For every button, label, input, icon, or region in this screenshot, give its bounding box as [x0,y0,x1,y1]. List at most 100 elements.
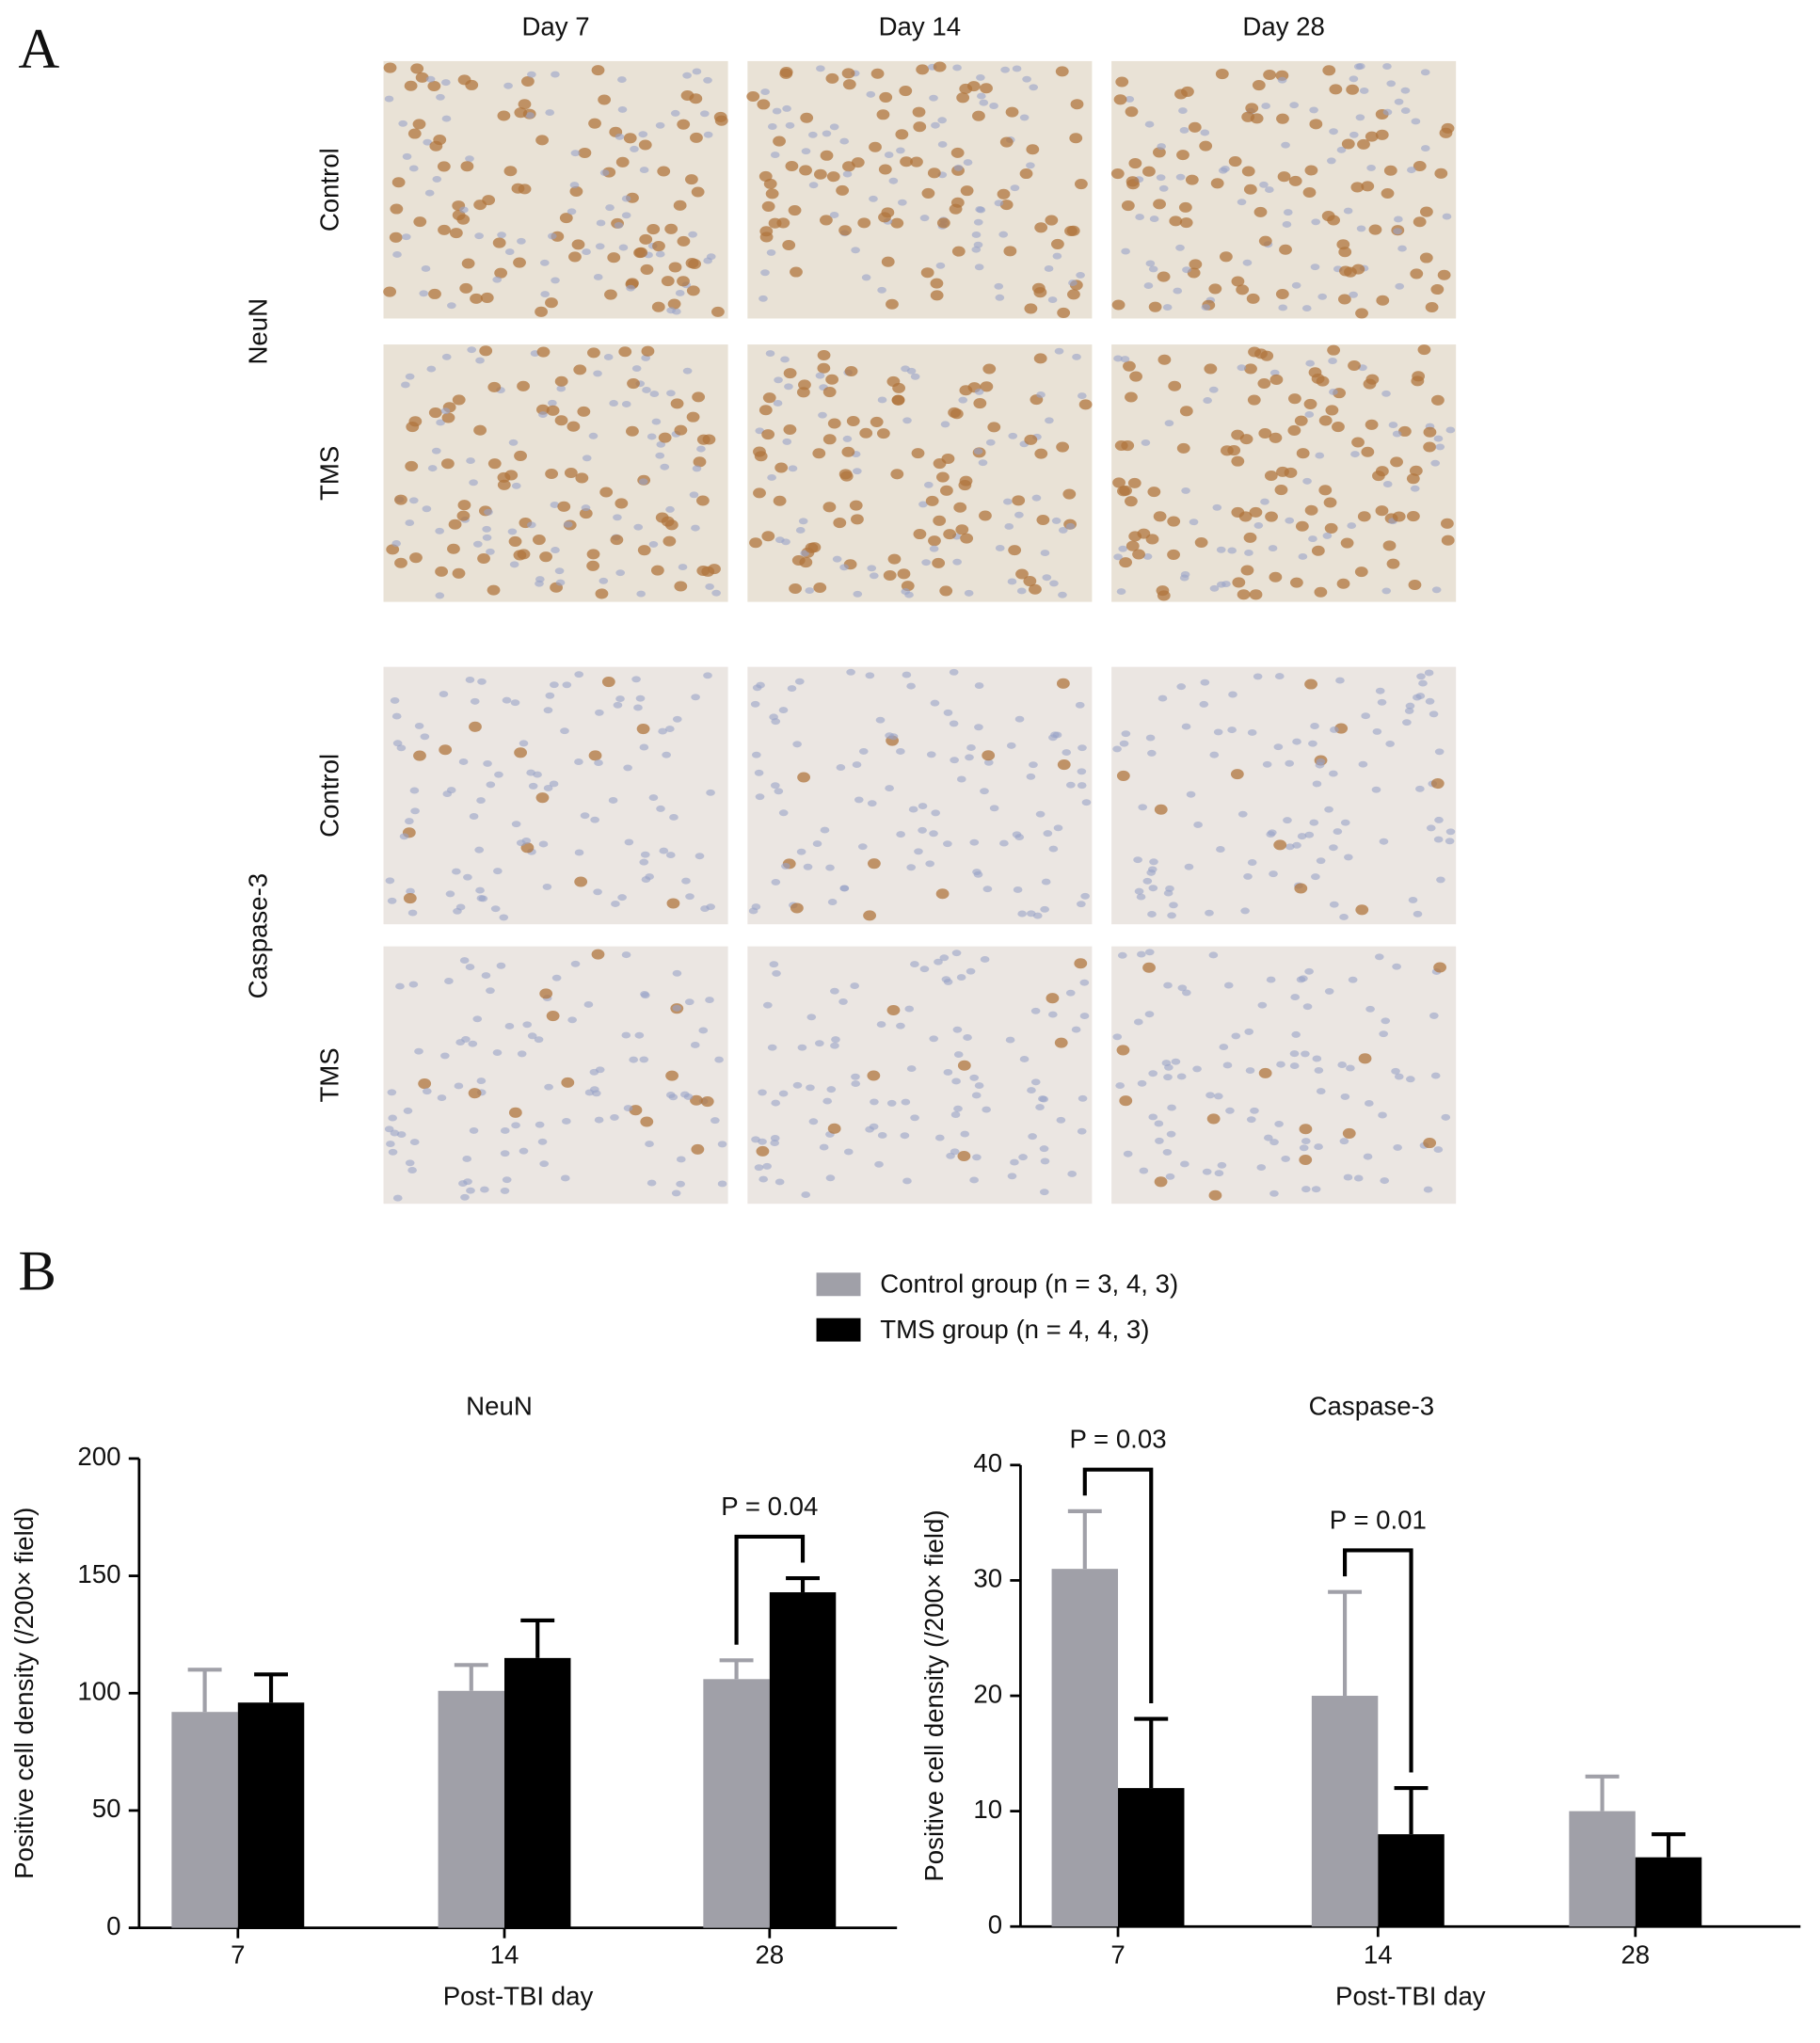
bar [171,1712,238,1928]
cell [1316,1088,1326,1095]
cell [1292,738,1301,745]
cell [439,744,453,756]
cell [1413,216,1427,228]
bar [504,1657,571,1928]
cell [1123,1150,1133,1157]
cell [875,716,886,724]
cell [1416,673,1426,680]
cell [1322,532,1333,539]
cell [480,1186,489,1193]
cell [1145,734,1156,742]
cell [1354,567,1368,578]
cell [410,63,424,74]
cell [666,307,676,314]
cell [574,758,583,765]
cell [770,1135,780,1141]
cell [1068,279,1078,287]
cell [1356,225,1366,232]
cell [1144,1011,1155,1018]
cell [943,1069,953,1076]
cell [655,250,665,258]
cell [1065,781,1076,789]
micrograph [383,60,728,319]
cell [460,161,474,172]
cell [1043,830,1053,838]
cell [1342,1127,1356,1139]
x-tick-label: 14 [1364,1939,1393,1969]
cell [545,692,555,699]
cell [974,682,984,690]
cell [550,502,560,508]
cell [929,545,939,552]
cell [562,1118,571,1125]
cell [1040,550,1050,557]
cell [1056,678,1070,689]
cell [792,1081,803,1089]
cell [414,1047,423,1055]
cell [1274,1120,1284,1127]
cell [453,907,462,915]
cell [846,668,855,676]
cell [1433,1146,1444,1154]
cell [599,169,610,177]
cell [480,292,494,303]
cell [900,156,913,168]
cell [1311,1186,1321,1193]
cell [518,99,532,110]
cell [1425,697,1435,705]
cell [1213,1093,1223,1100]
cell [994,282,1004,290]
cell [1147,487,1161,498]
cell [1240,565,1254,576]
cell [918,803,928,809]
cell [1310,723,1319,729]
cell [758,1175,769,1183]
cell [476,1077,487,1085]
cell [510,699,520,707]
cell [669,814,679,821]
cell [1289,577,1303,588]
cell [1408,579,1422,591]
cell [548,399,557,407]
cell [950,147,965,158]
cell [1406,511,1420,522]
cell [1117,951,1127,959]
cell [1304,831,1315,838]
micrograph [747,344,1093,602]
cell [438,224,451,235]
cell [682,72,692,79]
cell [1027,1087,1036,1094]
cell [640,263,654,275]
cell [1282,221,1292,228]
cell [1321,211,1335,222]
cell [1329,388,1338,395]
cell [392,740,403,747]
cell [659,847,669,854]
cell [816,65,825,72]
cell [1299,1144,1309,1152]
cell [1154,1120,1164,1127]
cell [413,216,427,228]
cell [761,429,775,440]
cell [482,195,496,206]
cell [1301,1186,1311,1193]
cell [574,671,584,678]
cell [963,1034,972,1041]
cell [896,147,905,154]
cell [918,826,927,834]
cell [539,551,552,563]
bar [1569,1811,1636,1927]
cell [826,171,840,183]
cell [1364,1099,1374,1107]
cell [390,203,404,215]
cell [1119,557,1133,568]
cell [1243,532,1257,543]
cell [685,258,699,269]
cell [1426,824,1436,832]
cell [943,529,957,540]
cell [806,1014,817,1021]
cell [591,65,605,76]
cell [1036,514,1050,525]
cell [1381,587,1392,595]
cell [1269,374,1284,385]
